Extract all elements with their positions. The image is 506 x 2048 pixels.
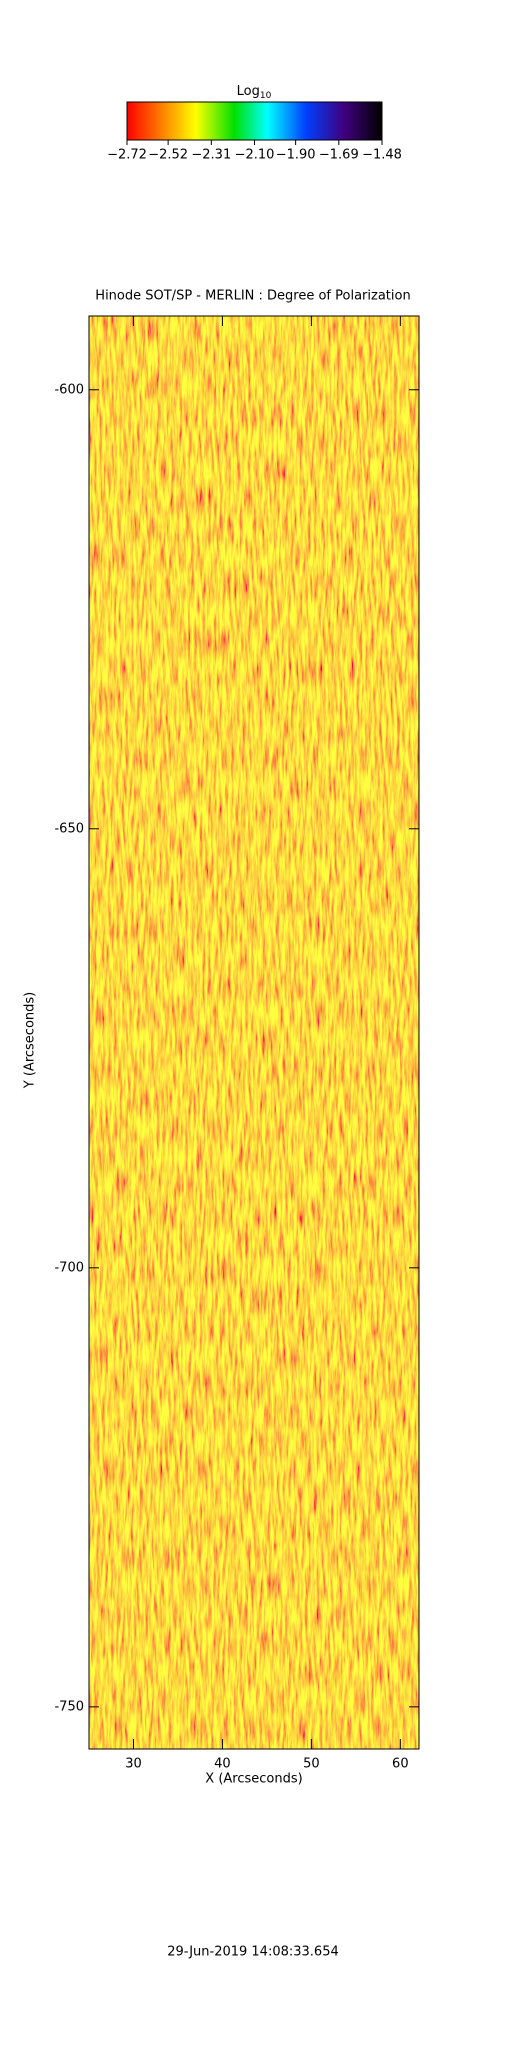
plot-frame bbox=[88, 315, 420, 1750]
y-axis-label: Y (Arcseconds) bbox=[23, 992, 38, 1089]
colorbar bbox=[126, 101, 383, 141]
colorbar-tick-label: −2.31 bbox=[191, 148, 231, 163]
heatmap-image bbox=[89, 316, 419, 1749]
colorbar-tick-label: −1.90 bbox=[276, 148, 316, 163]
colorbar-label: Log10 bbox=[237, 84, 272, 101]
colorbar-tick-label: −1.48 bbox=[362, 148, 402, 163]
x-axis-label: X (Arcseconds) bbox=[205, 1772, 302, 1787]
y-tick-label: -750 bbox=[54, 1699, 84, 1714]
chart-title: Hinode SOT/SP - MERLIN : Degree of Polar… bbox=[95, 289, 410, 304]
y-tick-label: -700 bbox=[54, 1260, 84, 1275]
colorbar-tick-label: −2.52 bbox=[148, 148, 188, 163]
x-tick-label: 30 bbox=[125, 1757, 142, 1772]
x-tick-label: 40 bbox=[214, 1757, 231, 1772]
y-tick-label: -650 bbox=[54, 821, 84, 836]
x-tick-label: 60 bbox=[392, 1757, 409, 1772]
colorbar-tick-label: −2.72 bbox=[107, 148, 147, 163]
y-tick-label: -600 bbox=[54, 382, 84, 397]
colorbar-tick-label: −1.69 bbox=[319, 148, 359, 163]
x-tick-label: 50 bbox=[303, 1757, 320, 1772]
footer: 29-Jun-2019 14:08:33.654 bbox=[167, 1945, 339, 1960]
colorbar-tick-label: −2.10 bbox=[235, 148, 275, 163]
